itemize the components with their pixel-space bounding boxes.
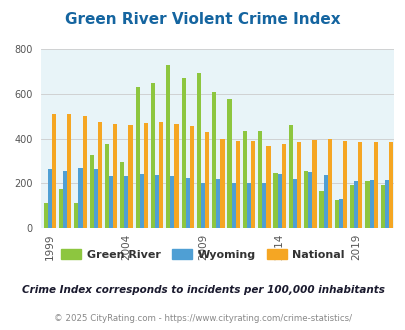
Bar [281,144,285,228]
Bar [235,141,239,228]
Bar [334,200,338,228]
Bar [258,131,262,228]
Bar [303,171,307,228]
Bar [170,176,174,228]
Bar [94,169,98,228]
Bar [52,114,56,228]
Bar [292,179,296,228]
Bar [388,142,392,228]
Bar [307,172,311,228]
Bar [227,98,231,228]
Bar [327,139,331,228]
Bar [250,141,255,228]
Bar [200,183,205,228]
Bar [159,122,163,228]
Text: Crime Index corresponds to incidents per 100,000 inhabitants: Crime Index corresponds to incidents per… [21,285,384,295]
Bar [273,173,277,228]
Text: Green River Violent Crime Index: Green River Violent Crime Index [65,12,340,26]
Bar [205,132,209,228]
Bar [369,180,373,228]
Bar [155,175,159,228]
Bar [380,185,384,228]
Bar [364,181,369,228]
Bar [373,142,377,228]
Bar [104,144,109,228]
Bar [353,181,358,228]
Bar [151,83,155,228]
Bar [358,142,362,228]
Bar [311,140,316,228]
Bar [216,179,220,228]
Bar [124,177,128,228]
Bar [231,183,235,228]
Bar [220,139,224,228]
Bar [59,189,63,228]
Bar [109,176,113,228]
Bar [120,162,124,228]
Bar [128,125,132,228]
Bar [82,116,86,228]
Bar [185,178,189,228]
Bar [90,155,94,228]
Bar [288,125,292,228]
Bar [349,185,353,228]
Bar [74,203,78,228]
Bar [143,123,147,228]
Bar [323,175,327,228]
Bar [319,191,323,228]
Bar [174,124,178,228]
Bar [266,147,270,228]
Bar [338,199,342,228]
Bar [384,180,388,228]
Bar [67,114,71,228]
Bar [296,142,301,228]
Bar [246,183,250,228]
Bar [181,79,185,228]
Bar [342,141,346,228]
Bar [78,168,82,228]
Bar [98,122,102,228]
Bar [242,131,246,228]
Bar [262,183,266,228]
Bar [48,169,52,228]
Bar [196,73,200,228]
Bar [63,171,67,228]
Bar [113,124,117,228]
Legend: Green River, Wyoming, National: Green River, Wyoming, National [57,245,348,264]
Bar [189,126,194,228]
Bar [212,92,216,228]
Bar [135,87,139,228]
Bar [139,174,143,228]
Bar [166,65,170,228]
Bar [277,174,281,228]
Text: © 2025 CityRating.com - https://www.cityrating.com/crime-statistics/: © 2025 CityRating.com - https://www.city… [54,314,351,323]
Bar [43,203,48,228]
